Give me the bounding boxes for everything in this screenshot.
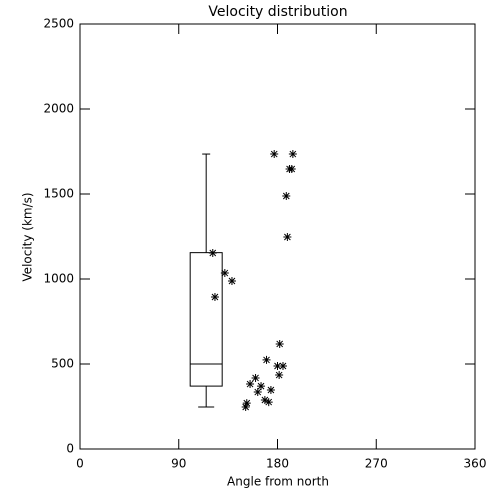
y-tick-label: 1500: [43, 187, 74, 201]
x-tick-label: 360: [464, 457, 487, 471]
point: [260, 396, 269, 405]
x-tick-label: 180: [266, 457, 289, 471]
point: [264, 398, 273, 407]
chart-title: Velocity distribution: [208, 4, 347, 20]
point: [241, 403, 250, 412]
point: [251, 373, 260, 382]
point: [270, 150, 279, 159]
x-tick-label: 90: [171, 457, 186, 471]
x-axis-label: Angle from north: [227, 475, 329, 489]
point: [282, 192, 291, 201]
y-tick-label: 2000: [43, 102, 74, 116]
point: [210, 293, 219, 302]
point: [262, 355, 271, 364]
point: [257, 382, 266, 391]
point: [242, 399, 251, 408]
point: [275, 371, 284, 380]
y-tick-label: 2500: [43, 17, 74, 31]
point: [288, 150, 297, 159]
y-axis-label: Velocity (km/s): [21, 192, 35, 281]
point: [208, 248, 217, 257]
point: [227, 277, 236, 286]
y-tick-label: 0: [66, 442, 74, 456]
point: [246, 380, 255, 389]
x-tick-label: 0: [76, 457, 84, 471]
point: [273, 362, 282, 371]
y-tick-label: 500: [51, 357, 74, 371]
point: [253, 388, 262, 397]
point: [278, 362, 287, 371]
y-tick-label: 1000: [43, 272, 74, 286]
x-tick-label: 270: [365, 457, 388, 471]
point: [275, 339, 284, 348]
plot-frame: [79, 23, 476, 450]
point: [220, 269, 229, 278]
point: [266, 386, 275, 395]
point: [283, 233, 292, 242]
box: [189, 252, 223, 387]
point: [287, 165, 296, 174]
